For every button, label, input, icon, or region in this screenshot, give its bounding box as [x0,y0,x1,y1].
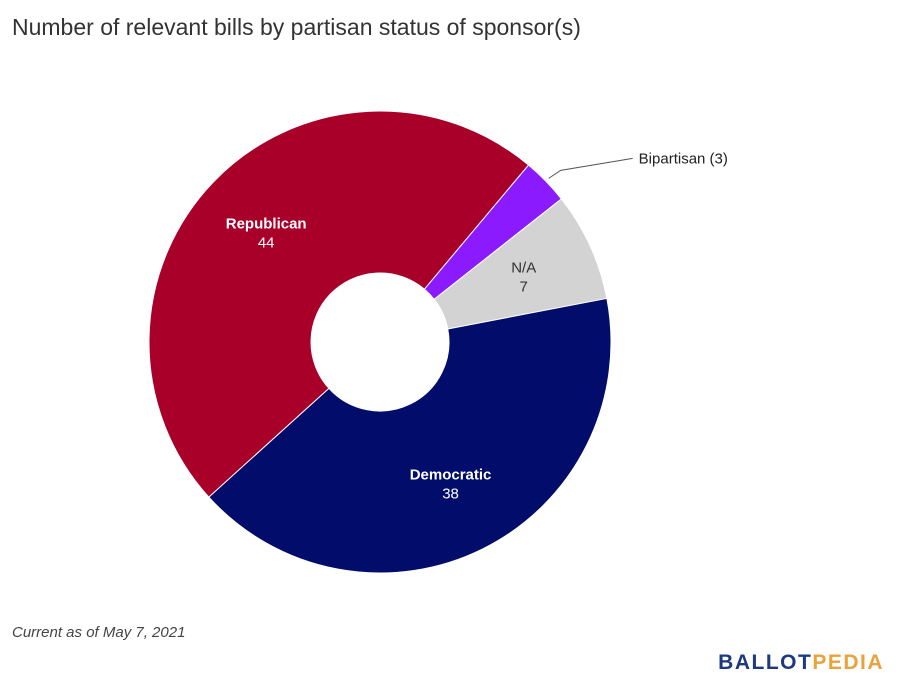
logo-part-pedia: PEDIA [812,651,884,674]
slice-label-value: 38 [442,485,459,502]
slice-label-name: Democratic [410,466,492,483]
callout-leader-line [548,157,633,179]
slice-republican [148,110,530,498]
slice-label-name: Republican [226,215,307,232]
footnote: Current as of May 7, 2021 [12,624,186,641]
ballotpedia-logo: BALLOTPEDIA [718,651,884,675]
chart-title: Number of relevant bills by partisan sta… [12,14,581,40]
slice-democratic [208,297,612,574]
logo-part-ballot: BALLOT [718,651,813,674]
callout-label: Bipartisan (3) [639,150,728,167]
slice-label-name: N/A [511,259,536,276]
slice-label-value: 7 [520,278,528,295]
slice-label-value: 44 [258,234,275,251]
